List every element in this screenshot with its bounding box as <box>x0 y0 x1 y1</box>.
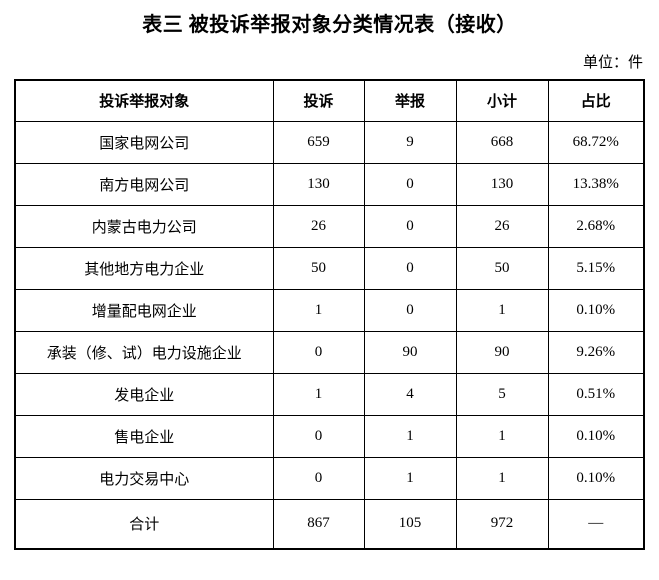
table-cell-complaints: 50 <box>272 246 365 290</box>
table-cell-share: 0.10% <box>547 414 645 458</box>
table-cell-reports: 9 <box>363 120 457 164</box>
table-cell-share: 0.10% <box>547 456 645 500</box>
table-cell-complaints: 0 <box>272 456 365 500</box>
table-cell-reports: 1 <box>363 414 457 458</box>
table-cell-complaints: 1 <box>272 372 365 416</box>
table-cell-subtotal: 1 <box>455 288 549 332</box>
header-complaints: 投诉 <box>272 79 365 122</box>
header-subtotal: 小计 <box>455 79 549 122</box>
table-cell-target: 售电企业 <box>14 414 274 458</box>
table-cell-subtotal: 5 <box>455 372 549 416</box>
table-cell-share: 0.51% <box>547 372 645 416</box>
table-cell-reports: 0 <box>363 246 457 290</box>
table-cell-reports: 0 <box>363 162 457 206</box>
table-cell-complaints: 130 <box>272 162 365 206</box>
table-cell-target: 承装（修、试）电力设施企业 <box>14 330 274 374</box>
table-row: 国家电网公司 659 9 668 68.72% <box>14 120 645 164</box>
table-cell-share: 68.72% <box>547 120 645 164</box>
table-cell-subtotal: 90 <box>455 330 549 374</box>
header-target: 投诉举报对象 <box>14 79 274 122</box>
table-cell-share: 5.15% <box>547 246 645 290</box>
table-row: 发电企业 1 4 5 0.51% <box>14 372 645 416</box>
table-cell-reports: 4 <box>363 372 457 416</box>
table-cell-reports: 0 <box>363 288 457 332</box>
table-header-row: 投诉举报对象 投诉 举报 小计 占比 <box>14 79 645 122</box>
table-row: 南方电网公司 130 0 130 13.38% <box>14 162 645 206</box>
table-cell-share: 13.38% <box>547 162 645 206</box>
table-cell-reports: 90 <box>363 330 457 374</box>
complaint-targets-table: 投诉举报对象 投诉 举报 小计 占比 国家电网公司 659 9 668 68.72% 南方… <box>14 79 645 550</box>
table-cell-share: 2.68% <box>547 204 645 248</box>
unit-label: 单位：件 <box>582 55 643 71</box>
table-row: 其他地方电力企业 50 0 50 5.15% <box>14 246 645 290</box>
header-reports: 举报 <box>363 79 457 122</box>
table-cell-subtotal: 130 <box>455 162 549 206</box>
table-cell-complaints: 0 <box>272 414 365 458</box>
table-cell-share: 9.26% <box>547 330 645 374</box>
table-cell-reports: 1 <box>363 456 457 500</box>
table-row: 电力交易中心 0 1 1 0.10% <box>14 456 645 500</box>
table-cell-subtotal: 26 <box>455 204 549 248</box>
table-cell-target: 合计 <box>14 498 274 550</box>
table-row: 增量配电网企业 1 0 1 0.10% <box>14 288 645 332</box>
table-cell-share: — <box>547 498 645 550</box>
table-title: 表三 被投诉举报对象分类情况表（接收） <box>142 14 517 36</box>
table-cell-target: 南方电网公司 <box>14 162 274 206</box>
header-share: 占比 <box>547 79 645 122</box>
table-cell-target: 电力交易中心 <box>14 456 274 500</box>
document-page: 表三 被投诉举报对象分类情况表（接收） 单位：件 投诉举报对象 投诉 举报 小计… <box>0 13 659 580</box>
table-cell-subtotal: 1 <box>455 414 549 458</box>
table-cell-complaints: 26 <box>272 204 365 248</box>
table-cell-reports: 105 <box>363 498 457 550</box>
table-cell-complaints: 659 <box>272 120 365 164</box>
table-row: 承装（修、试）电力设施企业 0 90 90 9.26% <box>14 330 645 374</box>
table-total-row: 合计 867 105 972— <box>14 498 645 550</box>
table-row: 售电企业 0 1 1 0.10% <box>14 414 645 458</box>
table-cell-complaints: 1 <box>272 288 365 332</box>
table-cell-reports: 0 <box>363 204 457 248</box>
table-cell-subtotal: 50 <box>455 246 549 290</box>
table-cell-target: 内蒙古电力公司 <box>14 204 274 248</box>
table-cell-share: 0.10% <box>547 288 645 332</box>
table-row: 内蒙古电力公司 26 0 26 2.68% <box>14 204 645 248</box>
table-cell-complaints: 0 <box>272 330 365 374</box>
table-cell-target: 其他地方电力企业 <box>14 246 274 290</box>
table-cell-subtotal: 972 <box>455 498 549 550</box>
table-cell-complaints: 867 <box>272 498 365 550</box>
table-cell-subtotal: 668 <box>455 120 549 164</box>
table-cell-target: 国家电网公司 <box>14 120 274 164</box>
table-cell-subtotal: 1 <box>455 456 549 500</box>
table-cell-target: 发电企业 <box>14 372 274 416</box>
table-cell-target: 增量配电网企业 <box>14 288 274 332</box>
